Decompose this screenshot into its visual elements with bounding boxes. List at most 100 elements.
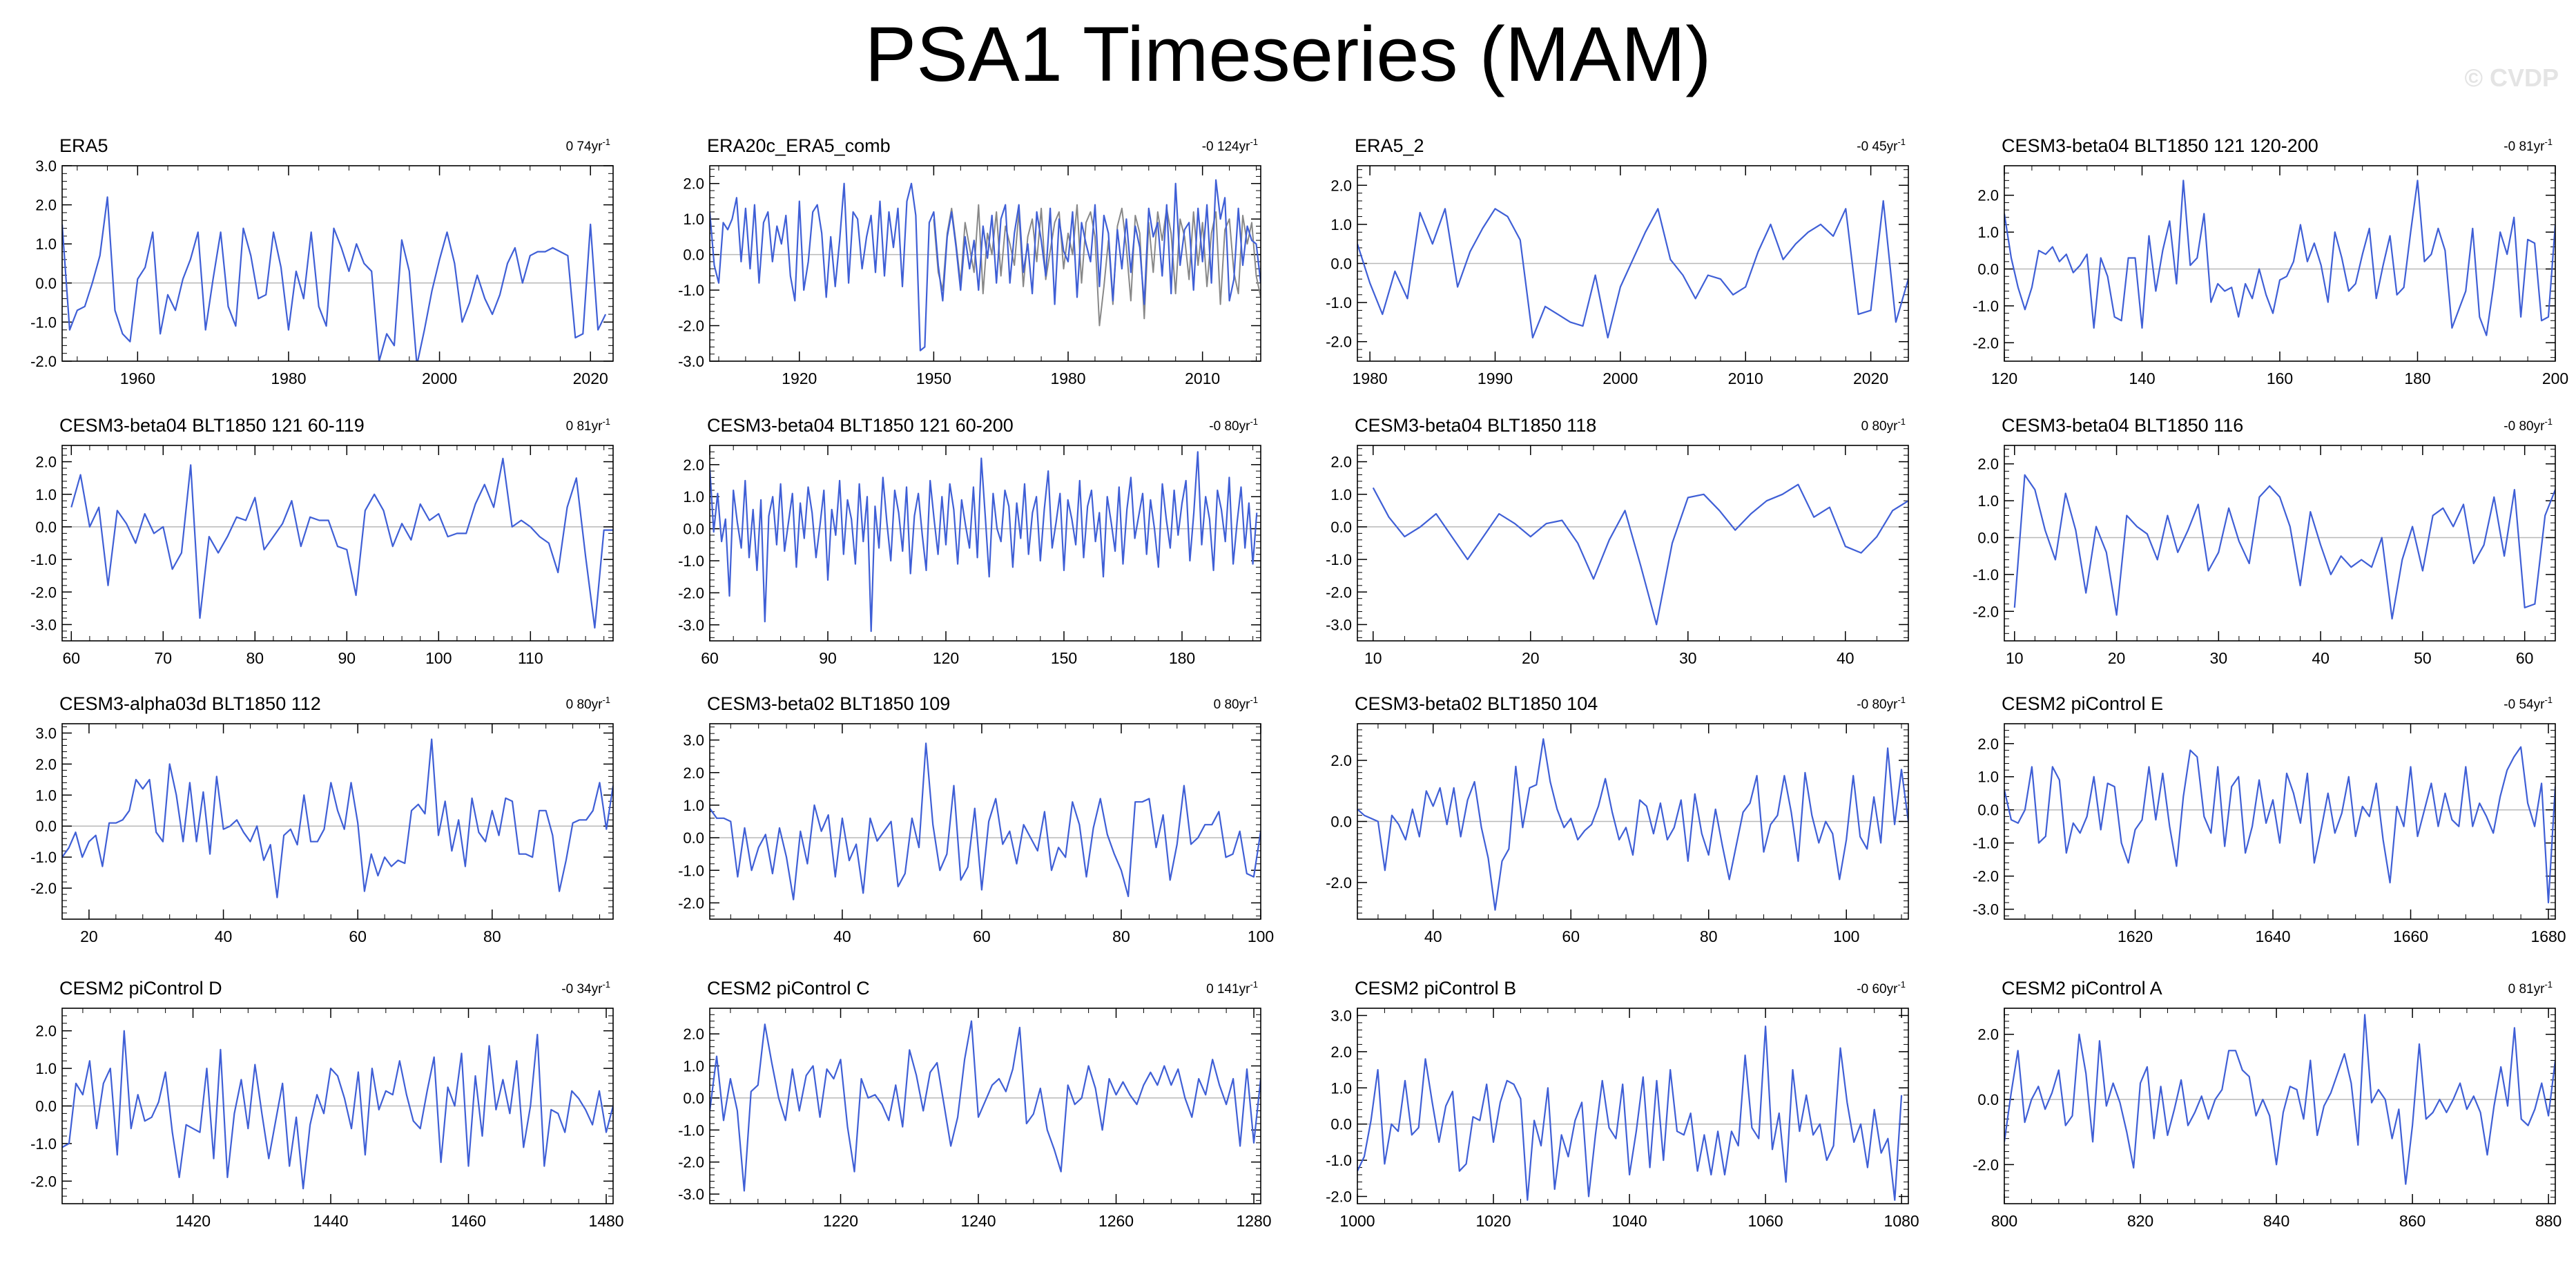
y-tick-label: 1.0 <box>1330 216 1352 233</box>
x-tick-label: 1920 <box>782 369 817 387</box>
chart-panel: CESM3-beta04 BLT1850 121 60-200 -0 80yr-1… <box>678 415 1261 667</box>
series-line <box>1357 738 1908 911</box>
y-tick-label: -2.0 <box>678 1154 704 1171</box>
trend-label: -0 80yr-1 <box>2504 416 2553 434</box>
trend-label: -0 80yr-1 <box>1209 416 1258 434</box>
y-tick-label: -2.0 <box>1326 874 1352 892</box>
x-tick-label: 1980 <box>271 369 306 387</box>
x-tick-label: 60 <box>349 927 367 945</box>
y-tick-label: 1.0 <box>683 211 704 228</box>
trend-exponent: -1 <box>602 695 610 705</box>
trend-exponent: -1 <box>1250 137 1258 147</box>
y-tick-label: -2.0 <box>30 1173 57 1190</box>
x-tick-label: 1950 <box>916 369 951 387</box>
x-tick-label: 2000 <box>1602 369 1638 387</box>
x-tick-label: 1640 <box>2255 927 2290 945</box>
chart-panel: CESM2 piControl D -0 34yr-1 2.0 1.0 0.0 -1.0 -… <box>30 978 624 1230</box>
x-tick-label: 2010 <box>1728 369 1763 387</box>
y-tick-label: 2.0 <box>35 197 57 214</box>
panel-title: CESM3-beta04 BLT1850 118 <box>1355 415 1596 436</box>
y-tick-label: 0.0 <box>35 275 57 292</box>
panel-title: ERA5_2 <box>1355 135 1424 156</box>
x-tick-label: 100 <box>1833 927 1859 945</box>
x-tick-label: 1980 <box>1050 369 1085 387</box>
y-tick-label: -2.0 <box>1973 334 1999 352</box>
y-tick-label: -3.0 <box>678 353 704 370</box>
series-line <box>62 196 607 361</box>
y-tick-label: 3.0 <box>35 724 57 742</box>
x-tick-label: 90 <box>819 649 837 667</box>
trend-label: 0 74yr-1 <box>566 137 610 154</box>
plot-frame <box>2004 723 2556 920</box>
y-tick-label: 2.0 <box>1977 187 1999 204</box>
panel-title: ERA5 <box>59 135 108 156</box>
y-tick-label: 3.0 <box>683 732 704 749</box>
y-tick-label: -1.0 <box>1973 566 1999 584</box>
trend-label: -0 80yr-1 <box>1857 695 1906 712</box>
y-tick-label: -1.0 <box>1326 294 1352 311</box>
trend-exponent: -1 <box>2544 979 2553 990</box>
y-tick-label: 2.0 <box>683 175 704 193</box>
series-line <box>710 742 1261 901</box>
y-tick-label: -2.0 <box>1326 334 1352 351</box>
chart-panel: CESM3-beta04 BLT1850 118 0 80yr-1 2.0 1.0 0.… <box>1326 415 1909 667</box>
y-tick-label: -1.0 <box>1326 1152 1352 1169</box>
x-tick-label: 1000 <box>1339 1212 1375 1230</box>
x-tick-label: 1240 <box>960 1212 996 1230</box>
y-tick-label: -3.0 <box>30 616 57 633</box>
chart-panel: CESM3-alpha03d BLT1850 112 0 80yr-1 3.0 2.0… <box>30 693 614 945</box>
panel-title: CESM3-beta02 BLT1850 109 <box>707 693 950 714</box>
y-tick-label: -1.0 <box>1973 835 1999 852</box>
y-tick-label: -3.0 <box>1973 901 1999 918</box>
x-tick-label: 2000 <box>422 369 457 387</box>
x-tick-label: 40 <box>833 927 851 945</box>
series-line <box>62 738 613 898</box>
trend-exponent: -1 <box>1250 979 1258 990</box>
y-tick-label: -1.0 <box>30 314 57 331</box>
panel-title: CESM3-beta04 BLT1850 116 <box>2002 415 2243 436</box>
plot-frame <box>2004 165 2556 362</box>
series-line <box>710 451 1258 633</box>
y-tick-label: 0.0 <box>1977 802 1999 819</box>
trend-exponent: -1 <box>1897 416 1906 427</box>
panel-title: CESM3-beta04 BLT1850 121 120-200 <box>2002 135 2318 156</box>
plot-frame <box>1357 1008 1909 1204</box>
chart-panel: CESM2 piControl B -0 60yr-1 3.0 2.0 1.0 0.0 -1… <box>1326 978 1919 1230</box>
x-tick-label: 1680 <box>2530 927 2566 945</box>
y-tick-label: -1.0 <box>678 552 704 570</box>
y-tick-label: 2.0 <box>683 456 704 474</box>
x-tick-label: 1980 <box>1353 369 1388 387</box>
x-tick-label: 860 <box>2399 1212 2425 1230</box>
plot-frame <box>61 723 614 920</box>
x-tick-label: 60 <box>973 927 991 945</box>
panel-title: CESM2 piControl B <box>1355 978 1516 999</box>
y-tick-label: 1.0 <box>1977 492 1999 510</box>
plot-frame <box>709 723 1261 920</box>
x-tick-label: 840 <box>2263 1212 2289 1230</box>
y-tick-label: 2.0 <box>1330 454 1352 471</box>
y-tick-label: -2.0 <box>30 880 57 897</box>
y-tick-label: -2.0 <box>1326 584 1352 601</box>
panel-title: CESM2 piControl C <box>707 978 870 999</box>
x-tick-label: 40 <box>1424 927 1442 945</box>
y-tick-label: -3.0 <box>1326 616 1352 633</box>
chart-panel: ERA20c_ERA5_comb -0 124yr-1 2.0 1.0 0.0 -1.0 -… <box>678 135 1261 387</box>
trend-exponent: -1 <box>602 137 610 147</box>
x-tick-label: 100 <box>1248 927 1274 945</box>
x-tick-label: 180 <box>1169 649 1195 667</box>
y-tick-label: -2.0 <box>678 318 704 335</box>
y-tick-label: -3.0 <box>678 617 704 634</box>
series-line <box>1357 1026 1903 1201</box>
x-tick-label: 80 <box>1112 927 1130 945</box>
y-tick-label: -1.0 <box>30 1135 57 1153</box>
x-tick-label: 1660 <box>2393 927 2428 945</box>
chart-panel: ERA5 0 74yr-1 3.0 2.0 1.0 0.0 -1.0 -2.0 1960 1980… <box>30 135 614 387</box>
chart-panel: CESM3-beta04 BLT1850 121 120-200 -0 81yr-… <box>1973 135 2568 387</box>
series-line <box>1357 200 1908 339</box>
x-tick-label: 1990 <box>1478 369 1513 387</box>
y-tick-label: -2.0 <box>1326 1188 1352 1206</box>
chart-panel: CESM3-beta04 BLT1850 116 -0 80yr-1 2.0 1.0 0… <box>1973 415 2556 667</box>
trend-label: -0 124yr-1 <box>1202 137 1258 154</box>
x-tick-label: 80 <box>1700 927 1718 945</box>
x-tick-label: 1020 <box>1475 1212 1511 1230</box>
